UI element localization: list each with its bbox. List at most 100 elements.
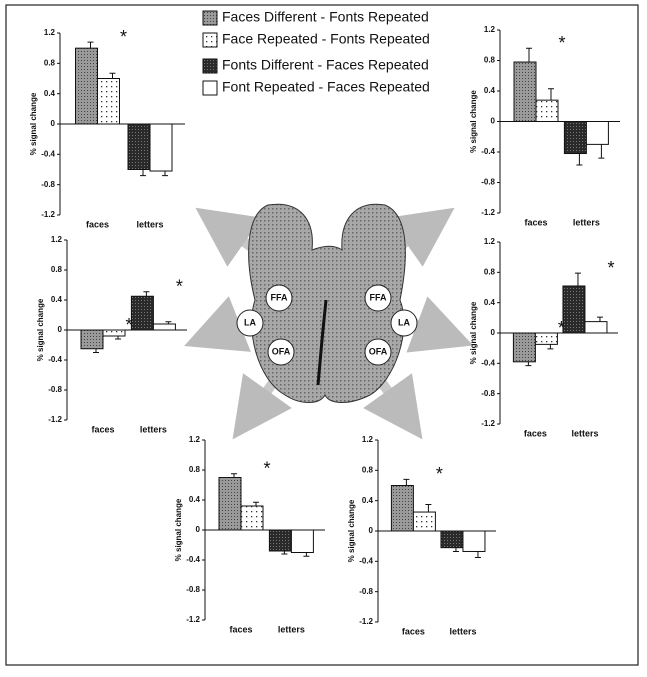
bar-chart: 1.2 0.8 0.4 0 -0.4 -0.8 -1.2 % signal change fac… [174,435,325,634]
y-tick-label: -0.8 [186,585,200,594]
y-tick-label: 0.4 [362,496,374,505]
significance-marker: * [558,33,565,53]
region-label: OFA [272,346,291,356]
x-tick-label: letters [449,626,476,636]
error-bar [87,41,94,49]
y-tick-label: 1.2 [51,235,63,244]
error-bar [162,171,168,177]
y-tick-label: -0.4 [48,355,62,364]
y-tick-label: -1.2 [41,210,55,219]
legend-label: Font Repeated - Faces Repeated [222,79,430,95]
significance-marker: * [120,27,127,47]
bar [462,530,486,552]
error-bar [143,291,150,297]
x-tick-label: letters [278,624,305,634]
significance-marker: * [607,258,614,278]
region-circle [267,338,295,366]
y-tick-label: 0 [491,328,496,337]
y-tick-label: 0.4 [484,86,496,95]
y-tick-label: -1.2 [359,617,373,626]
error-bar [547,344,554,350]
y-axis-label: % signal change [469,301,478,364]
bar [149,123,173,172]
legend-swatch [202,10,218,26]
bar [102,329,126,337]
y-tick-label: 1.2 [484,25,496,34]
region-label: LA [244,317,256,327]
region-label: FFA [370,292,387,302]
significance-marker: * [176,277,183,297]
error-bar [165,321,172,324]
y-tick-label: 0.8 [362,465,374,474]
bar [584,321,608,334]
y-axis-label: % signal change [347,499,356,562]
frame [5,4,639,666]
bar [152,323,176,331]
error-bar [281,551,288,555]
region-circle [236,309,264,337]
y-tick-label: 0.8 [44,58,56,67]
bar-chart: 1.2 0.8 0.4 0 -0.4 -0.8 -1.2 % signal change fac… [469,237,618,438]
bar-chart: 1.2 0.8 0.4 0 -0.4 -0.8 -1.2 % signal change fac… [347,435,496,636]
y-tick-label: 0.4 [189,495,201,504]
error-bar [526,47,532,63]
y-tick-label: -0.4 [41,149,55,158]
y-tick-label: 0.8 [51,265,63,274]
y-tick-label: 0.8 [189,465,201,474]
y-tick-label: -1.2 [48,415,62,424]
legend-swatch [202,32,218,48]
y-tick-label: 0.4 [51,295,63,304]
y-tick-label: -1.2 [481,419,495,428]
error-bar [598,144,605,159]
error-bar [140,169,146,177]
bar [218,477,242,531]
significance-marker: * [558,318,565,338]
y-tick-label: 0 [369,526,374,535]
error-bar [576,153,583,166]
bar [240,505,264,531]
y-tick-label: 1.2 [44,28,56,37]
bar [127,123,151,170]
significance-marker: * [436,464,443,484]
bar-chart: 1.2 0.8 0.4 0 -0.4 -0.8 -1.2 % signal change fac… [36,235,187,434]
bar [268,529,292,552]
bar [75,47,98,125]
x-tick-label: faces [402,626,425,636]
region-label: OFA [369,346,388,356]
error-bar [452,547,459,552]
error-bar [548,88,554,101]
region-circle [364,284,392,312]
bar [534,332,558,345]
bar [535,99,559,123]
x-tick-label: faces [524,428,547,438]
y-tick-label: -0.4 [359,556,373,565]
legend-label: Fonts Different - Faces Repeated [222,57,429,73]
bar [412,511,436,532]
y-tick-label: 0 [491,117,496,126]
y-tick-label: -1.2 [481,208,495,217]
region-circle [364,338,392,366]
error-bar [303,552,310,557]
y-tick-label: -0.8 [481,178,495,187]
legend-swatch [202,58,218,74]
x-tick-label: letters [571,428,598,438]
error-bar [525,361,532,367]
x-tick-label: faces [86,219,109,229]
legend-swatch [202,80,218,96]
bar [562,285,586,334]
y-axis-label: % signal change [29,92,38,155]
y-tick-label: 1.2 [189,435,201,444]
error-bar [253,501,259,506]
y-tick-label: -0.8 [41,180,55,189]
bar [513,61,537,122]
y-tick-label: 0.4 [44,89,56,98]
brain [184,203,474,440]
bar [80,329,104,350]
legend-label: Faces Different - Fonts Repeated [222,9,429,25]
bar [440,530,464,549]
y-tick-label: -0.8 [48,385,62,394]
y-tick-label: 0.4 [484,298,496,307]
x-tick-label: faces [229,624,252,634]
bar [290,529,314,553]
